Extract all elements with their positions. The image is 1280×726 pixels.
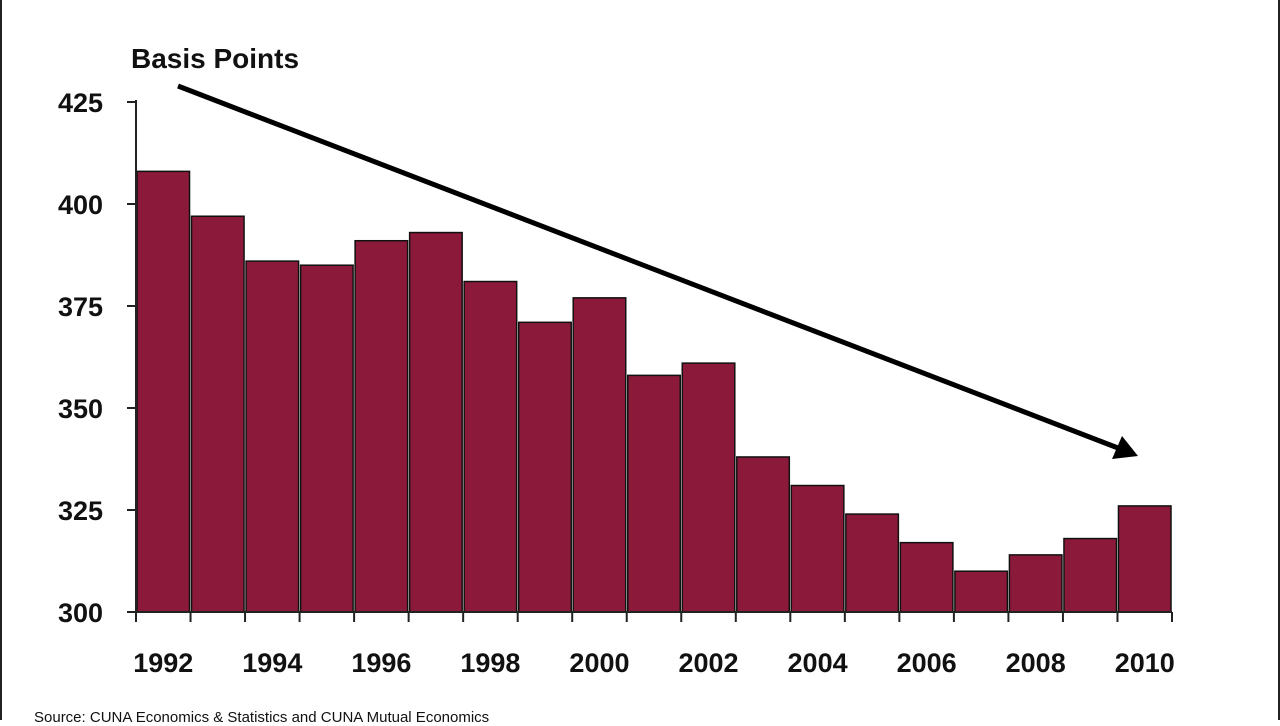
y-tick-label: 300: [58, 598, 103, 628]
bar-2000: [572, 297, 627, 613]
x-tick-label: 2000: [569, 648, 629, 678]
bar-2005: [845, 513, 900, 613]
x-tick-label: 1992: [133, 648, 193, 678]
x-tick-label: 1998: [460, 648, 520, 678]
y-axis-title: Basis Points: [131, 43, 299, 74]
bar-1992: [136, 170, 191, 613]
x-tick-label: 2008: [1006, 648, 1066, 678]
y-ticks-group: 300 325 350 375 400 425: [58, 88, 136, 628]
bar-1993: [190, 215, 245, 613]
y-tick-label: 400: [58, 190, 103, 220]
bars-group: [136, 170, 1172, 613]
bar-2009: [1063, 537, 1118, 613]
y-tick-label: 375: [58, 292, 103, 322]
bar-2001: [626, 374, 682, 613]
bar-1996: [354, 239, 409, 613]
trend-arrow-shaft: [177, 83, 1119, 451]
x-ticks-group: 1992 1994 1996 1998 2000 2002 2004 2006 2008 2010: [133, 612, 1175, 678]
bar-2002: [681, 362, 736, 613]
trend-arrow-head: [1112, 436, 1138, 459]
bar-2008: [1008, 554, 1063, 613]
x-tick-label: 1994: [242, 648, 302, 678]
bar-1994: [245, 260, 300, 613]
y-tick-label: 325: [58, 496, 103, 526]
bar-2006: [899, 541, 954, 613]
x-tick-label: 2004: [788, 648, 848, 678]
x-tick-label: 2010: [1115, 648, 1175, 678]
bar-1997: [408, 231, 463, 613]
bar-1998: [463, 280, 518, 613]
x-tick-label: 2006: [897, 648, 957, 678]
source-note: Source: CUNA Economics & Statistics and …: [34, 709, 490, 726]
trend-arrow: [177, 83, 1138, 459]
axes-group: [135, 100, 1172, 613]
y-tick-label: 425: [58, 88, 103, 118]
x-tick-label: 2002: [678, 648, 738, 678]
y-tick-label: 350: [58, 394, 103, 424]
bar-1999: [517, 321, 572, 613]
bar-2003: [736, 456, 791, 613]
bar-2004: [790, 484, 845, 613]
bar-2010: [1117, 505, 1172, 613]
x-tick-label: 1996: [351, 648, 411, 678]
bar-2007: [954, 570, 1009, 613]
bar-1995: [299, 264, 354, 613]
